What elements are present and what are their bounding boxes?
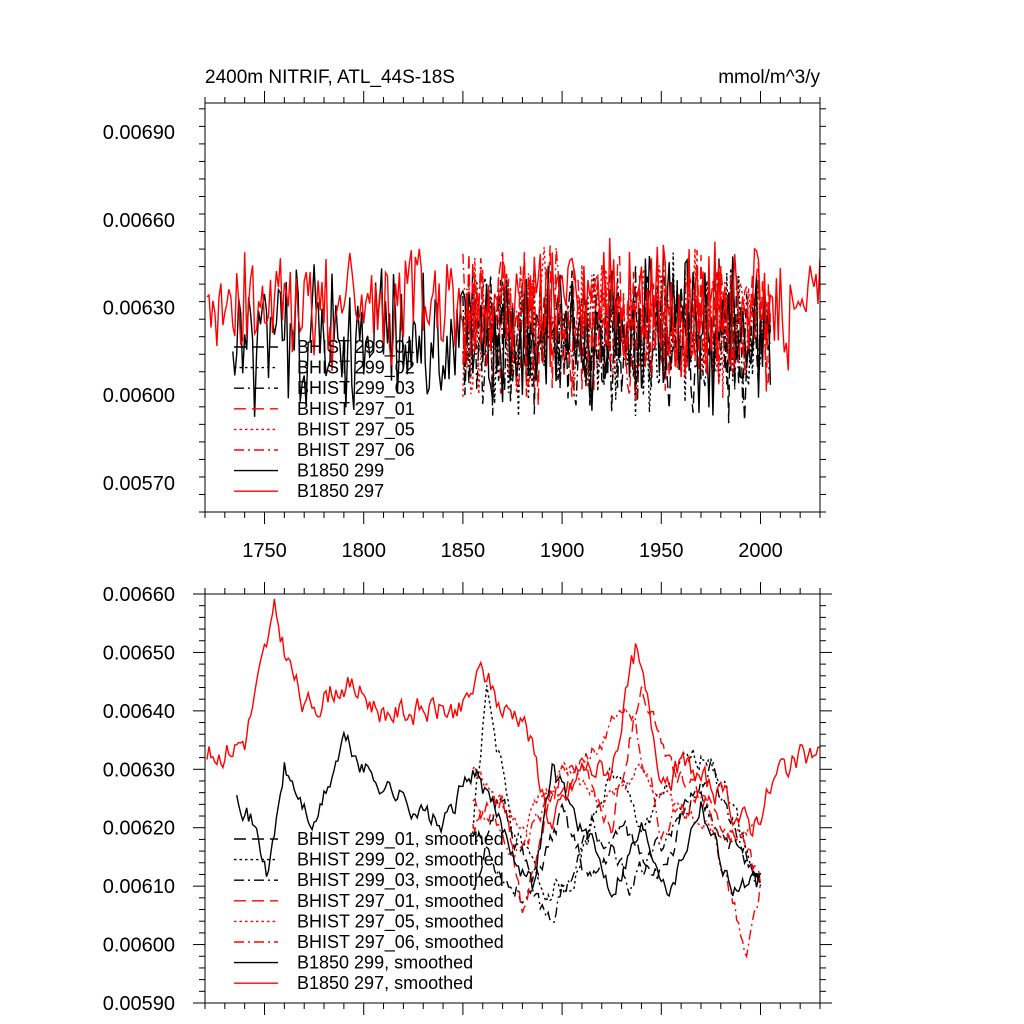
series-line-bhist-299-02-smoothed: [472, 685, 762, 904]
chart-title: 2400m NITRIF, ATL_44S-18S: [205, 67, 455, 88]
legend-entry: B1850 299: [234, 461, 384, 481]
legend-label: B1850 297: [297, 481, 384, 501]
y-tick-label: 0.00600: [103, 935, 175, 957]
top-panel: 1750 1800 1850 1900 1950 2000 0.00570 0.00600 0.…: [103, 67, 826, 562]
legend-label: BHIST 299_02, smoothed: [297, 850, 504, 871]
y-tick-label: 0.00630: [103, 759, 175, 781]
y-tick-label: 0.00620: [103, 818, 175, 840]
legend-entry: BHIST 299_03: [234, 378, 415, 399]
series-line-b1850-297-smoothed: [206, 598, 820, 838]
legend-label: BHIST 297_06: [297, 440, 415, 461]
legend-label: BHIST 297_01, smoothed: [297, 891, 504, 912]
y-tick-label: 0.00650: [103, 642, 175, 664]
x-tick-label: 1750: [242, 540, 287, 562]
x-tick-label: 1850: [441, 540, 486, 562]
y-tick-label: 0.00660: [103, 210, 175, 232]
series-lines: [206, 598, 820, 959]
series-line-bhist-297-05-smoothed: [472, 761, 762, 841]
legend-entry: BHIST 299_02, smoothed: [234, 850, 504, 871]
legend-label: BHIST 297_01: [297, 399, 415, 420]
legend-label: BHIST 297_06, smoothed: [297, 932, 504, 953]
series-line-b1850-297: [206, 237, 820, 377]
legend-label: BHIST 297_05: [297, 419, 415, 440]
legend-entry: BHIST 297_05: [234, 419, 415, 440]
x-tick-label: 2000: [738, 540, 783, 562]
legend-entry: B1850 297, smoothed: [234, 973, 473, 993]
legend-label: BHIST 299_03: [297, 378, 415, 399]
legend-entry: B1850 299, smoothed: [234, 953, 473, 973]
y-tick-label: 0.00570: [103, 473, 175, 495]
legend-entry: BHIST 299_01: [234, 337, 415, 358]
chart-units: mmol/m^3/y: [718, 67, 820, 88]
y-tick-label: 0.00610: [103, 876, 175, 898]
series-lines: [206, 237, 820, 424]
legend-label: B1850 297, smoothed: [297, 973, 473, 993]
series-line-bhist-299-01-smoothed: [472, 790, 762, 890]
x-tick-label: 1800: [341, 540, 386, 562]
legend-entry: BHIST 297_06: [234, 440, 415, 461]
legend-label: BHIST 299_01: [297, 337, 415, 358]
legend-entry: BHIST 297_05, smoothed: [234, 911, 504, 932]
x-tick-label: 1950: [639, 540, 684, 562]
series-line-b1850-299-smoothed: [236, 730, 762, 899]
legend-label: BHIST 299_01, smoothed: [297, 829, 504, 850]
y-tick-label: 0.00690: [103, 122, 175, 144]
legend-entry: BHIST 299_03, smoothed: [234, 870, 504, 891]
legend-entry: BHIST 297_06, smoothed: [234, 932, 504, 953]
bottom-panel: 0.00590 0.00600 0.00610 0.00620 0.00630 0.006…: [103, 582, 832, 1015]
series-line-bhist-297-01-smoothed: [472, 686, 762, 914]
y-tick-label: 0.00660: [103, 584, 175, 606]
legend-label: BHIST 299_02: [297, 358, 415, 379]
plot-frame: [204, 593, 821, 1004]
y-tick-label: 0.00630: [103, 298, 175, 320]
legend-entry: BHIST 299_02: [234, 358, 415, 379]
series-line-bhist-297-01: [462, 245, 772, 406]
series-line-b1850-299: [232, 255, 772, 417]
legend-entry: BHIST 299_01, smoothed: [234, 829, 504, 850]
legend-entry: B1850 297: [234, 481, 384, 501]
y-tick-label: 0.00600: [103, 385, 175, 407]
y-tick-label: 0.00590: [103, 993, 175, 1015]
plot-frame: [204, 102, 821, 513]
legend-entry: BHIST 297_01: [234, 399, 415, 420]
legend-label: BHIST 299_03, smoothed: [297, 870, 504, 891]
legend-label: B1850 299: [297, 461, 384, 481]
legend-label: BHIST 297_05, smoothed: [297, 911, 504, 932]
x-tick-label: 1900: [540, 540, 585, 562]
legend-label: B1850 299, smoothed: [297, 953, 473, 973]
series-line-bhist-297-06-smoothed: [472, 705, 762, 959]
y-tick-label: 0.00640: [103, 701, 175, 723]
legend-entry: BHIST 297_01, smoothed: [234, 891, 504, 912]
